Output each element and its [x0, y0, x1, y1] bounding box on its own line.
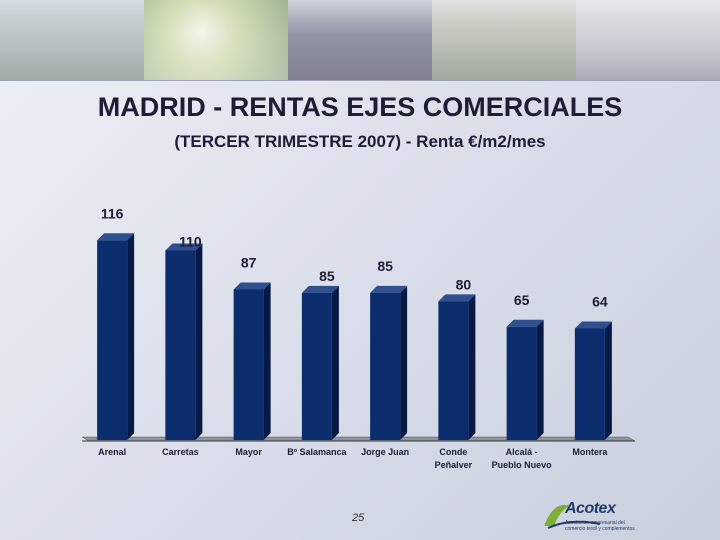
- acotex-logo-icon: [544, 504, 601, 529]
- bar-8: [574, 321, 612, 440]
- category-label-line: Alcalá -: [506, 447, 538, 457]
- bar-value-label: 65: [514, 292, 530, 308]
- bar-face: [370, 292, 401, 440]
- bar-side: [536, 319, 544, 440]
- photo-mannequin: [432, 0, 576, 80]
- bar-value-label: 110: [179, 233, 202, 249]
- photo-clothing-store: [0, 0, 144, 80]
- logo-tagline: Asociación empresarial del comercio text…: [565, 520, 635, 532]
- bar-value-label: 87: [241, 254, 257, 270]
- bar-top: [438, 294, 476, 302]
- bar-top: [506, 319, 544, 327]
- bar-6: [438, 294, 476, 440]
- chart-floor: [81, 436, 636, 442]
- bar-face: [438, 301, 469, 440]
- bar-5: [370, 285, 408, 440]
- photo-shop-shelves: [576, 0, 720, 80]
- category-label: Carretas: [162, 447, 199, 457]
- bar-face: [165, 250, 196, 440]
- bar-face: [574, 328, 605, 440]
- bar-face: [233, 289, 264, 440]
- category-label-line: Mayor: [235, 447, 262, 457]
- category-label-line: Peñalver: [435, 460, 473, 470]
- header-photo-banner: [0, 0, 720, 81]
- category-label-line: Arenal: [98, 447, 126, 457]
- bar-side: [195, 243, 203, 440]
- bar-side: [400, 285, 408, 440]
- bar-face: [97, 240, 128, 440]
- category-label-line: Jorge Juan: [361, 447, 409, 457]
- bar-top: [97, 233, 135, 241]
- banner-overlay: [0, 0, 720, 80]
- photo-buttons: [144, 0, 288, 80]
- page-subtitle: (TERCER TRIMESTRE 2007) - Renta €/m2/mes: [174, 132, 546, 151]
- category-label-line: Carretas: [162, 447, 199, 457]
- bar-side: [263, 282, 271, 440]
- bar-value-label: 85: [377, 258, 393, 274]
- category-label: Montera: [572, 447, 608, 457]
- category-label: Alcalá - Pueblo Nuevo: [492, 447, 553, 470]
- category-label-line: Bº Salamanca: [287, 447, 347, 457]
- bar-top: [370, 285, 408, 293]
- bar-value-label: 64: [592, 293, 608, 309]
- bar-side: [604, 321, 612, 440]
- bar-top: [165, 243, 203, 251]
- logo-text: Acotex: [565, 500, 616, 517]
- category-label-line: Montera: [572, 447, 608, 457]
- bar-face: [301, 292, 332, 440]
- category-label-line: Pueblo Nuevo: [492, 460, 553, 470]
- bar-top: [574, 321, 612, 329]
- bar-top: [233, 282, 271, 290]
- category-label: Arenal: [98, 447, 126, 457]
- bar-1: [97, 233, 135, 440]
- photo-folded-fabric: [288, 0, 432, 80]
- bar-3: [233, 282, 271, 440]
- category-label: Bº Salamanca: [287, 447, 347, 457]
- bar-side: [331, 285, 339, 440]
- bar-value-label: 85: [319, 268, 335, 284]
- category-label: Jorge Juan: [361, 447, 409, 457]
- category-label: Mayor: [235, 447, 262, 457]
- bar-top: [301, 285, 339, 293]
- bar-face: [506, 326, 537, 440]
- bar-value-label: 116: [101, 205, 124, 221]
- category-label: Conde Peñalver: [435, 447, 473, 470]
- bar-2: [165, 243, 203, 440]
- bar-side: [468, 294, 476, 440]
- page-number: 25: [352, 512, 365, 524]
- category-label-line: Conde: [439, 447, 467, 457]
- bar-4: [301, 285, 339, 440]
- page-title: MADRID - RENTAS EJES COMERCIALES: [97, 92, 623, 122]
- bar-value-label: 80: [456, 276, 472, 292]
- bar-7: [506, 319, 544, 440]
- bar-side: [127, 233, 135, 440]
